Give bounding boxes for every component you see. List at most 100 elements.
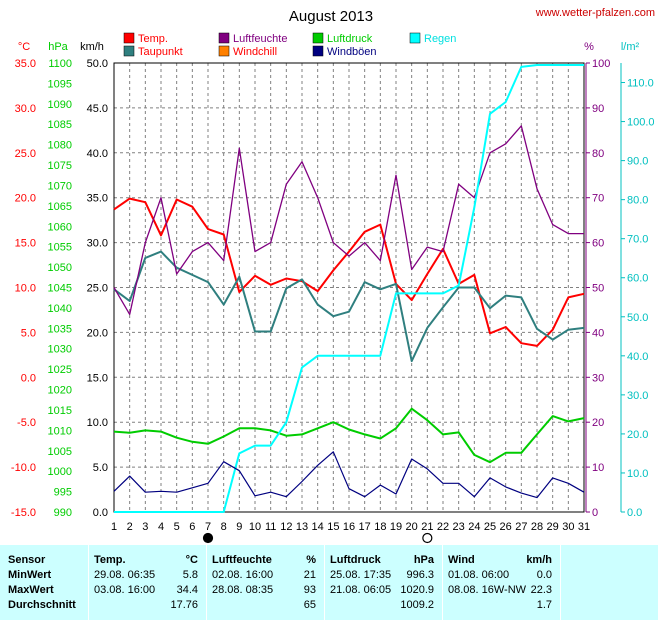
x-axis-tick-label: 10: [249, 521, 261, 533]
humidity-axis-tick-label: 70: [592, 193, 604, 205]
legend-swatch-gusts: [312, 45, 324, 57]
wind-value: 22.3: [530, 584, 552, 596]
rain-axis-tick-label: 20.0: [627, 429, 648, 441]
column-divider: [88, 545, 89, 620]
x-axis-tick-label: 17: [359, 521, 371, 533]
rain-axis-tick-label: 100.0: [627, 117, 655, 129]
pressure-axis-tick-label: 1090: [48, 99, 72, 111]
pressure-axis-tick-label: 1080: [48, 140, 72, 152]
rain-axis-tick-label: 0.0: [627, 507, 642, 519]
x-axis-tick-label: 9: [236, 521, 242, 533]
series-line-dewpoint: [113, 250, 585, 363]
stats-header-sensor: Sensor: [8, 554, 46, 566]
column-divider: [560, 545, 561, 620]
weather-chart: August 2013 www.wetter-pfalzen.com Temp.…: [11, 7, 655, 544]
stats-header-temp: Temp.: [94, 554, 126, 566]
x-axis-tick-label: 28: [531, 521, 543, 533]
series-line-temp: [113, 197, 585, 347]
pressure-value: 996.3: [406, 569, 434, 581]
pressure-axis-tick-label: 1060: [48, 221, 72, 233]
temp-axis-tick-label: -15.0: [11, 507, 36, 519]
humidity-axis-tick-label: 20: [592, 417, 604, 429]
pressure-axis-tick-label: 1045: [48, 283, 72, 295]
x-axis-tick-label: 1: [111, 521, 117, 533]
x-axis-tick-label: 4: [158, 521, 164, 533]
humidity-axis-tick-label: 10: [592, 462, 604, 474]
humidity-axis-tick-label: 30: [592, 372, 604, 384]
stats-header-row: Sensor Temp. °C Luftfeuchte % Luftdruck …: [0, 553, 658, 568]
stats-row-label: MinWert: [8, 569, 52, 581]
legend-label-dewpoint: Taupunkt: [138, 46, 183, 58]
pressure-axis-tick-label: 1050: [48, 262, 72, 274]
x-axis-tick-label: 14: [312, 521, 324, 533]
legend-swatch-pressure: [312, 32, 324, 44]
wind-time: 08.08. 16W-NW: [448, 584, 527, 596]
temp-value: 34.4: [176, 584, 198, 596]
pressure-value: 1009.2: [400, 599, 434, 611]
wind-axis-tick-label: 10.0: [87, 417, 108, 429]
pressure-value: 1020.9: [400, 584, 434, 596]
wind-value: 0.0: [536, 569, 552, 581]
wind-axis-tick-label: 5.0: [93, 462, 108, 474]
x-axis-tick-label: 12: [280, 521, 292, 533]
column-divider: [324, 545, 325, 620]
column-divider: [442, 545, 443, 620]
pressure-axis-tick-label: 1065: [48, 201, 72, 213]
x-axis-tick-label: 18: [374, 521, 386, 533]
wind-axis-tick-label: 35.0: [87, 193, 108, 205]
wind-axis-tick-label: 30.0: [87, 238, 108, 250]
statistics-table: Sensor Temp. °C Luftfeuchte % Luftdruck …: [0, 545, 658, 620]
x-axis-tick-label: 8: [221, 521, 227, 533]
rain-axis-tick-label: 110.0: [627, 78, 654, 90]
new-moon-icon: [202, 532, 214, 544]
legend-label-gusts: Windböen: [327, 46, 377, 58]
x-axis-tick-label: 20: [406, 521, 418, 533]
stats-header-temp-unit: °C: [185, 554, 198, 566]
pressure-axis-tick-label: 1005: [48, 446, 72, 458]
website-url[interactable]: www.wetter-pfalzen.com: [535, 7, 655, 19]
humidity-axis-tick-label: 80: [592, 148, 604, 160]
column-divider: [206, 545, 207, 620]
pressure-axis-tick-label: 1085: [48, 119, 72, 131]
temp-axis-tick-label: 0.0: [21, 372, 36, 384]
wind-axis-tick-label: 50.0: [87, 58, 108, 70]
x-axis-tick-label: 16: [343, 521, 355, 533]
x-axis-tick-label: 27: [515, 521, 527, 533]
chart-title: August 2013: [289, 8, 373, 25]
stats-row-average: Durchschnitt 17.76 65 1009.2 1.7: [0, 598, 658, 613]
x-axis-tick-label: 29: [547, 521, 559, 533]
legend-label-windchill: Windchill: [233, 46, 277, 58]
stats-header-humidity: Luftfeuchte: [212, 554, 272, 566]
plot-area: 35.030.025.020.015.010.05.00.0-5.0-10.0-…: [11, 58, 655, 544]
stats-header-wind: Wind: [448, 554, 475, 566]
x-axis-tick-label: 31: [578, 521, 590, 533]
temp-value: 17.76: [170, 599, 198, 611]
humidity-unit-label: %: [584, 41, 594, 53]
series-line-humidity: [113, 125, 584, 316]
legend-label-humidity: Luftfeuchte: [233, 33, 287, 45]
x-axis-tick-label: 22: [437, 521, 449, 533]
wind-axis-tick-label: 25.0: [87, 283, 108, 295]
stats-header-pressure-unit: hPa: [413, 554, 434, 566]
temp-axis-tick-label: -5.0: [17, 417, 36, 429]
temp-unit-label: °C: [18, 41, 30, 53]
temp-axis-tick-label: 15.0: [15, 238, 36, 250]
x-axis-tick-label: 26: [500, 521, 512, 533]
rain-axis-tick-label: 80.0: [627, 195, 648, 207]
humidity-axis-tick-label: 100: [592, 58, 610, 70]
series-line-rain: [114, 64, 584, 513]
x-axis-tick-label: 3: [142, 521, 148, 533]
x-axis-tick-label: 7: [205, 521, 211, 533]
temp-axis-tick-label: 5.0: [21, 327, 36, 339]
stats-row-max: MaxWert 03.08. 16:00 34.4 28.08. 08:35 9…: [0, 583, 658, 598]
legend-swatch-windchill: [218, 45, 230, 57]
humidity-axis-tick-label: 0: [592, 507, 598, 519]
stats-row-label: Durchschnitt: [8, 599, 76, 611]
pressure-axis-tick-label: 1020: [48, 385, 72, 397]
rain-axis-tick-label: 30.0: [627, 390, 648, 402]
x-axis-tick-label: 6: [189, 521, 195, 533]
humidity-value: 21: [303, 569, 316, 581]
legend-label-temp: Temp.: [138, 33, 168, 45]
pressure-time: 21.08. 06:05: [330, 584, 392, 596]
x-axis-tick-label: 19: [390, 521, 402, 533]
